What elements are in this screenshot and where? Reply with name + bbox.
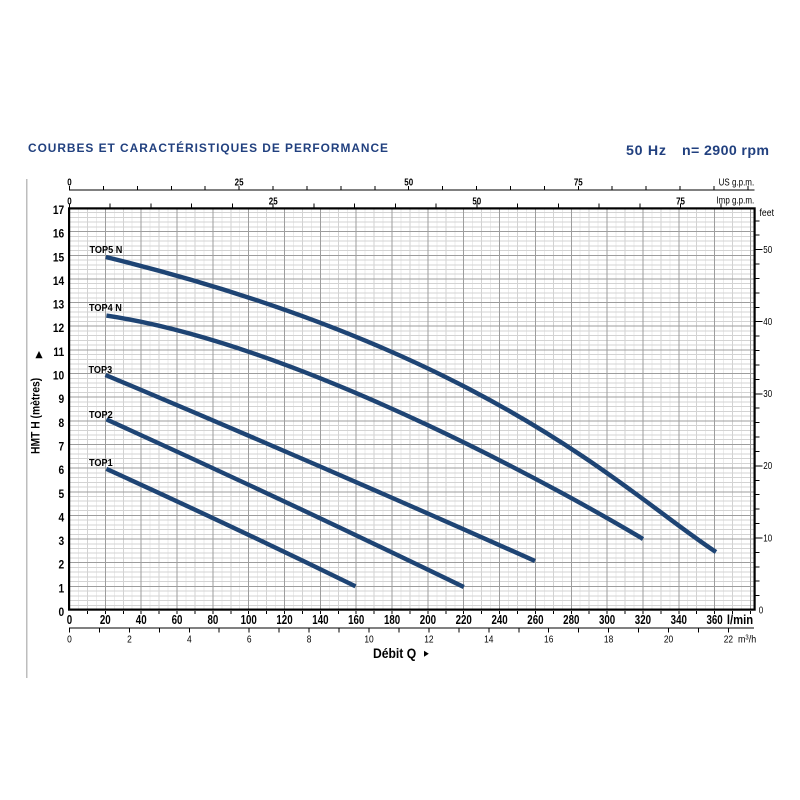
svg-text:14: 14 xyxy=(53,275,65,288)
svg-text:n= 2900 rpm: n= 2900 rpm xyxy=(682,143,769,159)
svg-text:75: 75 xyxy=(676,195,685,206)
svg-text:0: 0 xyxy=(67,634,72,646)
svg-text:340: 340 xyxy=(671,614,687,627)
svg-text:0: 0 xyxy=(67,614,72,627)
svg-text:7: 7 xyxy=(59,441,65,454)
svg-text:260: 260 xyxy=(527,614,543,627)
svg-text:TOP3: TOP3 xyxy=(89,364,113,376)
svg-text:50: 50 xyxy=(404,176,413,187)
svg-text:3: 3 xyxy=(59,535,65,548)
svg-text:360: 360 xyxy=(706,614,722,627)
svg-text:8: 8 xyxy=(307,634,312,646)
svg-text:4: 4 xyxy=(59,512,65,525)
svg-text:20: 20 xyxy=(763,460,772,471)
svg-text:Débit Q: Débit Q xyxy=(373,645,416,661)
svg-text:15: 15 xyxy=(53,252,64,265)
svg-text:TOP5 N: TOP5 N xyxy=(90,244,123,256)
svg-text:12: 12 xyxy=(53,323,64,336)
svg-text:m3/h: m3/h xyxy=(738,634,756,646)
svg-text:6: 6 xyxy=(59,464,65,477)
svg-text:22: 22 xyxy=(724,634,733,646)
svg-text:2: 2 xyxy=(127,634,132,646)
svg-text:6: 6 xyxy=(247,634,252,646)
svg-text:l/min: l/min xyxy=(727,612,753,627)
svg-text:4: 4 xyxy=(187,634,192,646)
svg-text:280: 280 xyxy=(563,614,579,627)
svg-text:16: 16 xyxy=(544,634,553,646)
svg-text:18: 18 xyxy=(604,634,613,646)
svg-text:50 Hz: 50 Hz xyxy=(626,143,666,159)
svg-text:25: 25 xyxy=(269,195,278,206)
svg-text:12: 12 xyxy=(424,634,433,646)
svg-text:100: 100 xyxy=(241,614,257,627)
svg-text:10: 10 xyxy=(364,634,373,646)
svg-text:0: 0 xyxy=(67,176,71,187)
svg-text:Imp g.p.m.: Imp g.p.m. xyxy=(716,194,754,205)
svg-text:8: 8 xyxy=(59,417,65,430)
svg-text:feet: feet xyxy=(760,207,775,218)
svg-text:10: 10 xyxy=(763,532,772,543)
svg-text:17: 17 xyxy=(53,204,64,217)
svg-text:30: 30 xyxy=(763,388,772,399)
svg-text:40: 40 xyxy=(763,316,772,327)
svg-text:HMT H (mètres): HMT H (mètres) xyxy=(30,378,43,454)
svg-text:20: 20 xyxy=(664,634,673,646)
svg-text:60: 60 xyxy=(172,614,183,627)
svg-text:2: 2 xyxy=(59,559,65,572)
svg-text:TOP2: TOP2 xyxy=(89,409,113,421)
svg-text:13: 13 xyxy=(53,299,64,312)
svg-text:1: 1 xyxy=(59,583,65,596)
svg-text:0: 0 xyxy=(59,606,65,619)
svg-text:0: 0 xyxy=(759,604,763,615)
svg-text:220: 220 xyxy=(456,614,472,627)
svg-text:16: 16 xyxy=(53,228,64,241)
svg-text:80: 80 xyxy=(207,614,218,627)
svg-text:20: 20 xyxy=(100,614,111,627)
svg-text:5: 5 xyxy=(59,488,65,501)
svg-text:0: 0 xyxy=(67,195,71,206)
svg-text:40: 40 xyxy=(136,614,147,627)
svg-text:COURBES ET CARACTÉRISTIQUES DE: COURBES ET CARACTÉRISTIQUES DE PERFORMAN… xyxy=(28,140,388,155)
svg-text:TOP4 N: TOP4 N xyxy=(89,302,122,314)
svg-text:200: 200 xyxy=(420,614,436,627)
svg-text:320: 320 xyxy=(635,614,651,627)
svg-text:140: 140 xyxy=(312,614,328,627)
svg-text:TOP1: TOP1 xyxy=(89,457,113,469)
svg-text:9: 9 xyxy=(59,394,65,407)
svg-text:180: 180 xyxy=(384,614,400,627)
svg-text:50: 50 xyxy=(763,244,772,255)
svg-text:25: 25 xyxy=(235,176,244,187)
svg-text:10: 10 xyxy=(53,370,64,383)
svg-text:300: 300 xyxy=(599,614,615,627)
svg-text:240: 240 xyxy=(491,614,507,627)
svg-text:160: 160 xyxy=(348,614,364,627)
svg-text:11: 11 xyxy=(53,346,64,359)
svg-text:US g.p.m.: US g.p.m. xyxy=(719,177,755,188)
svg-text:120: 120 xyxy=(276,614,292,627)
svg-text:50: 50 xyxy=(472,195,481,206)
svg-text:14: 14 xyxy=(484,634,493,646)
svg-text:75: 75 xyxy=(574,176,583,187)
